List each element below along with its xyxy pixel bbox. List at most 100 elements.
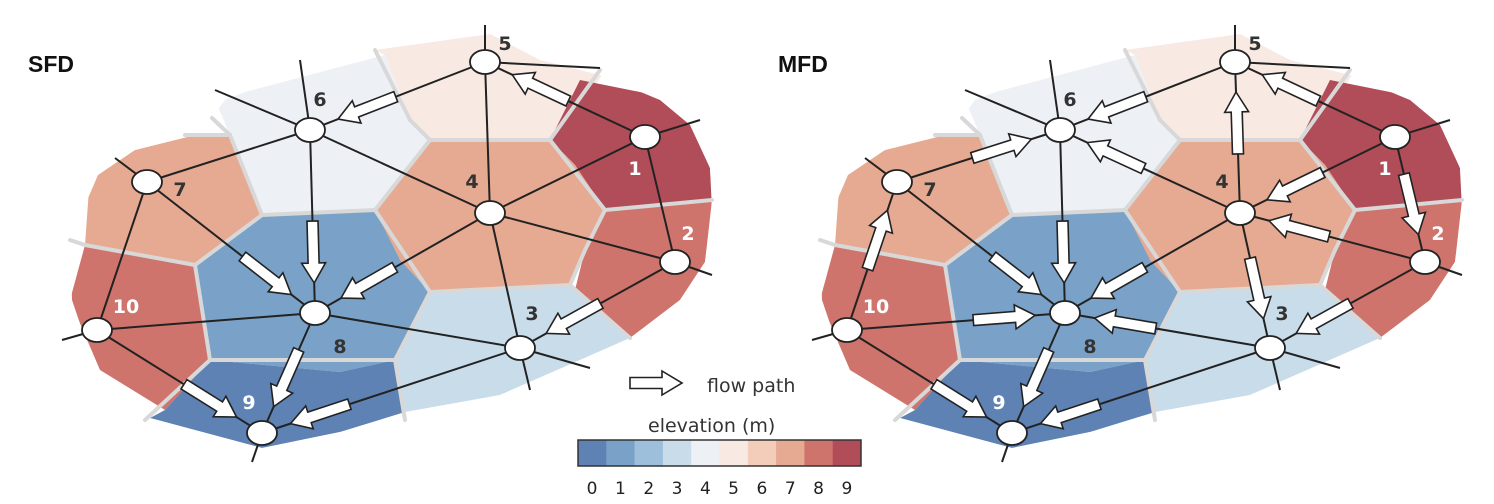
flow-arrow-10-to-9 xyxy=(179,378,238,418)
node-label-2: 2 xyxy=(1431,223,1444,245)
colorbar-swatch-7 xyxy=(776,440,805,466)
colorbar-swatch-6 xyxy=(747,440,777,466)
flow-arrow-5-to-6 xyxy=(1086,90,1149,125)
flow-arrow-3-to-8 xyxy=(1093,308,1158,335)
node-label-6: 6 xyxy=(313,89,326,111)
colorbar-swatch-4 xyxy=(691,440,720,466)
colorbar-tick-9: 9 xyxy=(841,479,852,499)
node-8 xyxy=(1049,300,1081,326)
node-label-5: 5 xyxy=(498,33,511,55)
legend-flow-arrow xyxy=(629,369,684,397)
node-label-3: 3 xyxy=(1275,303,1288,325)
node-8 xyxy=(299,300,331,326)
node-label-7: 7 xyxy=(923,179,936,201)
flow-arrow-5-to-6 xyxy=(336,90,399,125)
node-label-9: 9 xyxy=(242,392,255,414)
flow-arrow-3-to-9 xyxy=(289,397,353,430)
node-10 xyxy=(831,317,863,343)
node-6 xyxy=(294,117,326,143)
elevation-colorbar xyxy=(577,439,862,467)
mfd-nodes xyxy=(831,49,1441,446)
node-label-4: 4 xyxy=(465,171,478,193)
flow-arrow-10-to-7 xyxy=(861,208,894,272)
flow-arrow-2-to-3 xyxy=(544,297,605,336)
flow-arrow-3-to-9 xyxy=(1039,397,1103,430)
node-7 xyxy=(131,169,163,195)
legend-flow-label: flow path xyxy=(707,375,795,397)
mfd-panel: 1 2 3 4 5 6 7 8 9 10 MFD xyxy=(778,25,1464,463)
colorbar-swatch-3 xyxy=(662,440,692,466)
mfd-cell-borders xyxy=(818,48,1464,422)
mfd-node-labels: 1 2 3 4 5 6 7 8 9 10 xyxy=(863,33,1445,414)
node-10 xyxy=(81,317,113,343)
flow-arrow-4-to-3 xyxy=(1243,256,1273,321)
colorbar-tick-0: 0 xyxy=(587,479,598,499)
node-label-1: 1 xyxy=(1378,158,1391,180)
node-1 xyxy=(629,124,661,150)
node-2 xyxy=(1409,249,1441,275)
node-label-5: 5 xyxy=(1248,33,1261,55)
node-label-6: 6 xyxy=(1063,89,1076,111)
flow-arrow-1-to-5 xyxy=(510,71,572,108)
panel-title-sfd: SFD xyxy=(28,51,74,77)
flow-arrow-4-to-8 xyxy=(339,261,399,300)
colorbar-swatch-9 xyxy=(832,440,862,466)
flow-arrow-6-to-8 xyxy=(1050,220,1077,285)
node-label-4: 4 xyxy=(1215,171,1228,193)
node-label-3: 3 xyxy=(525,303,538,325)
colorbar-swatch-1 xyxy=(606,440,635,466)
colorbar-tick-6: 6 xyxy=(756,479,767,499)
legend-elevation-title: elevation (m) xyxy=(648,415,775,437)
sfd-nodes xyxy=(81,49,691,446)
mfd-flow-arrows xyxy=(861,71,1427,430)
node-4 xyxy=(474,200,506,226)
flow-arrow-10-to-9 xyxy=(929,378,988,418)
colorbar-tick-4: 4 xyxy=(700,479,711,499)
colorbar-tick-3: 3 xyxy=(672,479,683,499)
flow-arrow-4-to-5 xyxy=(1223,90,1251,155)
flow-arrow-2-to-4 xyxy=(1267,213,1332,243)
node-3 xyxy=(504,335,536,361)
colorbar-tick-8: 8 xyxy=(813,479,824,499)
node-9 xyxy=(246,420,278,446)
flow-arrow-6-to-8 xyxy=(300,220,327,285)
panel-title-mfd: MFD xyxy=(778,51,828,77)
sfd-cell-borders xyxy=(68,48,714,422)
cell-8 xyxy=(945,210,1180,372)
colorbar-tick-5: 5 xyxy=(728,479,739,499)
colorbar-tick-1: 1 xyxy=(615,479,626,499)
sfd-flow-arrows xyxy=(179,71,605,430)
colorbar-swatch-8 xyxy=(804,440,834,466)
flow-arrow-8-to-9 xyxy=(269,346,305,409)
node-5 xyxy=(1219,49,1251,75)
flow-arrow-2-to-3 xyxy=(1294,297,1355,336)
flow-arrow-7-to-8 xyxy=(237,250,293,296)
node-label-9: 9 xyxy=(992,392,1005,414)
colorbar-frame xyxy=(577,439,862,467)
flow-arrow-4-to-6 xyxy=(1085,139,1147,175)
node-1 xyxy=(1379,124,1411,150)
node-3 xyxy=(1254,335,1286,361)
node-7 xyxy=(881,169,913,195)
cell-2 xyxy=(575,200,712,338)
flow-arrow-8-to-9 xyxy=(1019,346,1055,409)
node-9 xyxy=(996,420,1028,446)
colorbar-tick-7: 7 xyxy=(785,479,796,499)
flow-arrow-10-to-8 xyxy=(972,303,1037,331)
node-2 xyxy=(659,249,691,275)
flow-arrow-1-to-5 xyxy=(1260,71,1322,108)
flow-arrow-1-to-4 xyxy=(1265,166,1327,203)
node-label-2: 2 xyxy=(681,223,694,245)
node-label-8: 8 xyxy=(1083,336,1096,358)
node-label-10: 10 xyxy=(113,296,139,318)
colorbar-swatch-2 xyxy=(634,440,664,466)
flow-arrow-7-to-6 xyxy=(969,132,1033,165)
legend-flow-arrow-icon xyxy=(629,369,684,397)
cell-8 xyxy=(195,210,430,372)
node-label-7: 7 xyxy=(173,179,186,201)
node-5 xyxy=(469,49,501,75)
node-label-1: 1 xyxy=(628,158,641,180)
cell-2 xyxy=(1325,200,1462,338)
flow-arrow-7-to-8 xyxy=(987,250,1043,296)
